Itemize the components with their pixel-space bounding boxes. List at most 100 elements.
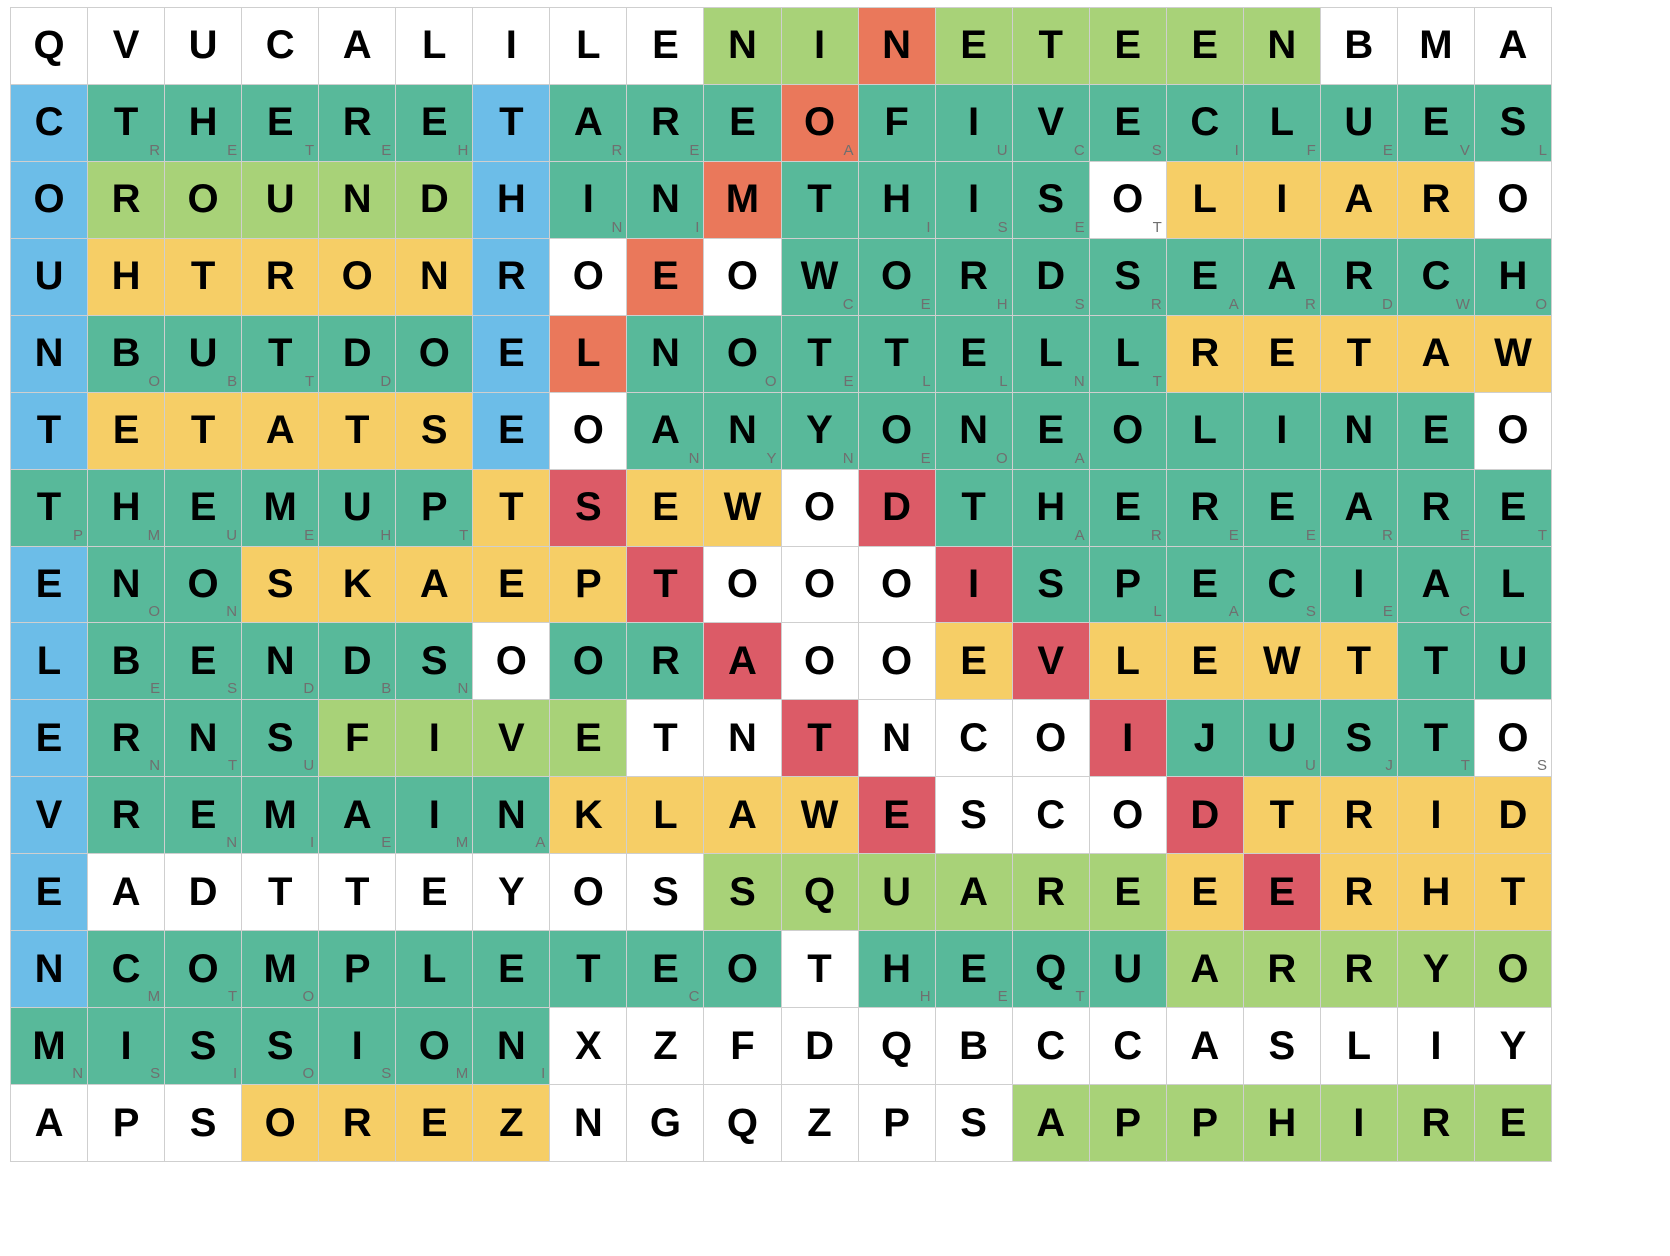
grid-cell[interactable]: T bbox=[781, 931, 859, 1009]
grid-cell[interactable]: Q bbox=[704, 1085, 782, 1162]
grid-cell[interactable]: E bbox=[88, 392, 166, 470]
grid-cell[interactable]: S bbox=[396, 392, 474, 470]
grid-cell[interactable]: E bbox=[1089, 8, 1167, 85]
grid-cell[interactable]: E bbox=[627, 8, 705, 85]
grid-cell[interactable]: U bbox=[165, 8, 243, 85]
grid-cell[interactable]: S bbox=[1243, 1008, 1321, 1086]
grid-cell[interactable]: N bbox=[550, 1085, 628, 1162]
grid-cell[interactable]: R bbox=[1012, 854, 1090, 932]
grid-cell[interactable]: L bbox=[1320, 1008, 1398, 1086]
grid-cell[interactable]: E bbox=[473, 931, 551, 1009]
grid-cell[interactable]: N bbox=[704, 700, 782, 778]
grid-cell[interactable]: F bbox=[319, 700, 397, 778]
grid-cell[interactable]: F bbox=[704, 1008, 782, 1086]
grid-cell[interactable]: O bbox=[781, 623, 859, 701]
grid-cell[interactable]: D bbox=[858, 469, 936, 547]
grid-cell[interactable]: N bbox=[627, 315, 705, 393]
grid-cell[interactable]: R bbox=[1320, 777, 1398, 855]
grid-cell[interactable]: R bbox=[627, 623, 705, 701]
grid-cell[interactable]: T bbox=[1474, 854, 1552, 932]
grid-cell[interactable]: C bbox=[935, 700, 1013, 778]
grid-cell[interactable]: I bbox=[781, 8, 859, 85]
grid-cell[interactable]: L bbox=[396, 931, 474, 1009]
grid-cell[interactable]: K bbox=[319, 546, 397, 624]
grid-cell[interactable]: A bbox=[88, 854, 166, 932]
grid-cell[interactable]: R bbox=[1320, 854, 1398, 932]
grid-cell[interactable]: N bbox=[1320, 392, 1398, 470]
grid-cell[interactable]: N bbox=[396, 238, 474, 316]
grid-cell[interactable]: O bbox=[704, 238, 782, 316]
grid-cell[interactable]: S bbox=[550, 469, 628, 547]
grid-cell[interactable]: A bbox=[1397, 315, 1475, 393]
grid-cell[interactable]: O bbox=[1012, 700, 1090, 778]
grid-cell[interactable]: O bbox=[242, 1085, 320, 1162]
grid-cell[interactable]: W bbox=[781, 777, 859, 855]
grid-cell[interactable]: I bbox=[396, 700, 474, 778]
grid-cell[interactable]: E bbox=[11, 700, 89, 778]
grid-cell[interactable]: Y bbox=[1474, 1008, 1552, 1086]
grid-cell[interactable]: V bbox=[1012, 623, 1090, 701]
grid-cell[interactable]: N bbox=[704, 8, 782, 85]
grid-cell[interactable]: E bbox=[935, 8, 1013, 85]
grid-cell[interactable]: C bbox=[11, 84, 89, 162]
grid-cell[interactable]: T bbox=[1012, 8, 1090, 85]
grid-cell[interactable]: T bbox=[781, 161, 859, 239]
grid-cell[interactable]: A bbox=[11, 1085, 89, 1162]
grid-cell[interactable]: Z bbox=[781, 1085, 859, 1162]
grid-cell[interactable]: I bbox=[1320, 1085, 1398, 1162]
grid-cell[interactable]: N bbox=[858, 700, 936, 778]
grid-cell[interactable]: O bbox=[1474, 161, 1552, 239]
grid-cell[interactable]: A bbox=[1012, 1085, 1090, 1162]
grid-cell[interactable]: T bbox=[781, 700, 859, 778]
grid-cell[interactable]: C bbox=[1012, 777, 1090, 855]
grid-cell[interactable]: P bbox=[1089, 1085, 1167, 1162]
grid-cell[interactable]: E bbox=[473, 392, 551, 470]
grid-cell[interactable]: O bbox=[165, 161, 243, 239]
grid-cell[interactable]: I bbox=[473, 8, 551, 85]
grid-cell[interactable]: O bbox=[319, 238, 397, 316]
grid-cell[interactable]: A bbox=[396, 546, 474, 624]
